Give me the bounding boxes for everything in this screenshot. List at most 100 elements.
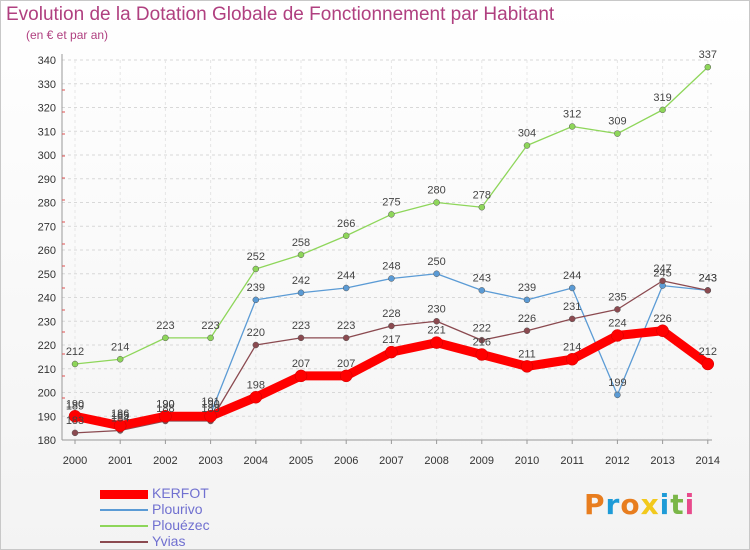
data-label-kerfot: 211 bbox=[518, 348, 536, 360]
y-tick-label: 240 bbox=[38, 293, 56, 305]
logo-letter: r bbox=[605, 488, 621, 521]
data-point-kerfot bbox=[475, 348, 489, 361]
data-point-kerfot bbox=[656, 324, 669, 337]
data-point-yvias bbox=[614, 306, 621, 313]
data-label-plourivo: 242 bbox=[292, 275, 310, 287]
data-label-kerfot: 190 bbox=[66, 398, 84, 410]
data-point-kerfot bbox=[611, 329, 624, 342]
data-point-plouzec bbox=[388, 211, 395, 218]
y-tick-label: 300 bbox=[38, 150, 56, 162]
data-label-plouzec: 258 bbox=[292, 237, 310, 249]
data-label-plouzec: 275 bbox=[382, 196, 400, 208]
y-tick-label: 200 bbox=[38, 388, 56, 400]
y-tick-label: 330 bbox=[38, 79, 56, 91]
x-tick-label: 2003 bbox=[198, 455, 222, 467]
data-label-plourivo: 239 bbox=[247, 282, 265, 294]
data-point-yvias bbox=[252, 341, 260, 349]
legend-swatch-plouezec bbox=[100, 525, 148, 527]
data-point-kerfot bbox=[113, 419, 127, 432]
data-point-yvias bbox=[433, 318, 440, 325]
data-label-plouzec: 252 bbox=[247, 251, 265, 263]
data-label-kerfot: 190 bbox=[156, 398, 174, 410]
data-point-plourivo bbox=[433, 270, 440, 277]
data-point-kerfot bbox=[430, 336, 443, 349]
logo-letter: P bbox=[584, 488, 606, 521]
data-point-yvias bbox=[342, 334, 350, 342]
legend-item-kerfot: KERFOT bbox=[100, 485, 300, 502]
data-label-yvias: 220 bbox=[247, 327, 265, 339]
legend: KERFOT Plourivo Plouézec Yvias bbox=[100, 485, 300, 550]
data-point-plouzec bbox=[342, 232, 350, 239]
legend-item-yvias: Yvias bbox=[100, 533, 300, 550]
y-tick-label: 270 bbox=[38, 221, 56, 233]
data-label-kerfot: 207 bbox=[292, 358, 310, 370]
x-tick-label: 2011 bbox=[560, 455, 584, 467]
data-label-yvias: 226 bbox=[518, 313, 536, 325]
logo-letter: x bbox=[640, 488, 660, 521]
logo-letter: o bbox=[620, 488, 641, 521]
legend-swatch-kerfot bbox=[100, 490, 148, 499]
data-point-kerfot bbox=[159, 410, 172, 423]
data-point-plouzec bbox=[704, 63, 712, 71]
data-label-plourivo: 244 bbox=[563, 270, 581, 282]
data-point-plourivo bbox=[388, 275, 395, 282]
chart-title: Evolution de la Dotation Globale de Fonc… bbox=[6, 4, 555, 25]
data-label-plourivo: 199 bbox=[608, 377, 626, 389]
chart-subtitle: (en € et par an) bbox=[26, 28, 109, 42]
data-label-yvias: 231 bbox=[563, 301, 581, 313]
data-point-plouzec bbox=[614, 130, 621, 137]
legend-label-yvias: Yvias bbox=[152, 533, 186, 549]
y-tick-label: 290 bbox=[38, 174, 56, 186]
legend-label-plouezec: Plouézec bbox=[152, 517, 210, 533]
legend-label-plourivo: Plourivo bbox=[152, 501, 203, 517]
data-label-yvias: 183 bbox=[66, 415, 84, 427]
data-point-kerfot bbox=[520, 360, 534, 373]
data-label-yvias: 222 bbox=[473, 322, 491, 334]
data-label-yvias: 247 bbox=[653, 263, 671, 275]
data-label-plourivo: 244 bbox=[337, 270, 355, 282]
data-label-plouzec: 280 bbox=[427, 185, 445, 197]
data-point-yvias bbox=[523, 327, 531, 334]
y-tick-label: 220 bbox=[38, 340, 56, 352]
x-tick-label: 2013 bbox=[650, 455, 674, 467]
legend-swatch-plourivo bbox=[100, 509, 148, 511]
data-point-plourivo bbox=[523, 296, 531, 304]
data-point-yvias bbox=[704, 287, 712, 294]
data-point-plouzec bbox=[659, 106, 666, 114]
data-label-yvias: 228 bbox=[382, 308, 400, 320]
data-label-plouzec: 212 bbox=[66, 346, 84, 358]
data-point-kerfot bbox=[249, 391, 263, 404]
logo-letter: i bbox=[684, 488, 696, 521]
data-point-yvias bbox=[388, 322, 395, 330]
data-point-plouzec bbox=[433, 199, 440, 206]
data-point-yvias bbox=[568, 315, 576, 323]
y-tick-label: 280 bbox=[38, 198, 56, 210]
data-label-plouzec: 319 bbox=[653, 92, 671, 104]
data-label-yvias: 188 bbox=[156, 403, 174, 415]
data-label-kerfot: 224 bbox=[608, 318, 626, 330]
data-point-kerfot bbox=[204, 410, 217, 423]
proxiti-logo: Proxiti bbox=[584, 488, 695, 521]
data-point-plouzec bbox=[297, 251, 305, 258]
y-tick-label: 340 bbox=[38, 55, 56, 67]
data-label-plouzec: 337 bbox=[699, 49, 717, 61]
data-label-kerfot: 212 bbox=[699, 346, 717, 358]
data-label-plouzec: 223 bbox=[201, 320, 219, 332]
data-label-plouzec: 223 bbox=[156, 320, 174, 332]
y-tick-label: 210 bbox=[38, 364, 56, 376]
x-tick-label: 2000 bbox=[63, 455, 87, 467]
data-label-kerfot: 207 bbox=[337, 358, 355, 370]
data-point-plouzec bbox=[568, 123, 576, 130]
x-tick-label: 2004 bbox=[244, 455, 268, 467]
data-point-kerfot bbox=[339, 369, 353, 383]
data-label-yvias: 235 bbox=[608, 291, 626, 303]
data-point-plourivo bbox=[297, 289, 305, 296]
y-tick-label: 230 bbox=[38, 316, 56, 328]
data-label-yvias: 188 bbox=[201, 403, 219, 415]
y-tick-label: 260 bbox=[38, 245, 56, 257]
data-label-plourivo: 243 bbox=[473, 272, 491, 284]
data-label-plouzec: 312 bbox=[563, 109, 581, 121]
data-point-plouzec bbox=[71, 360, 79, 368]
